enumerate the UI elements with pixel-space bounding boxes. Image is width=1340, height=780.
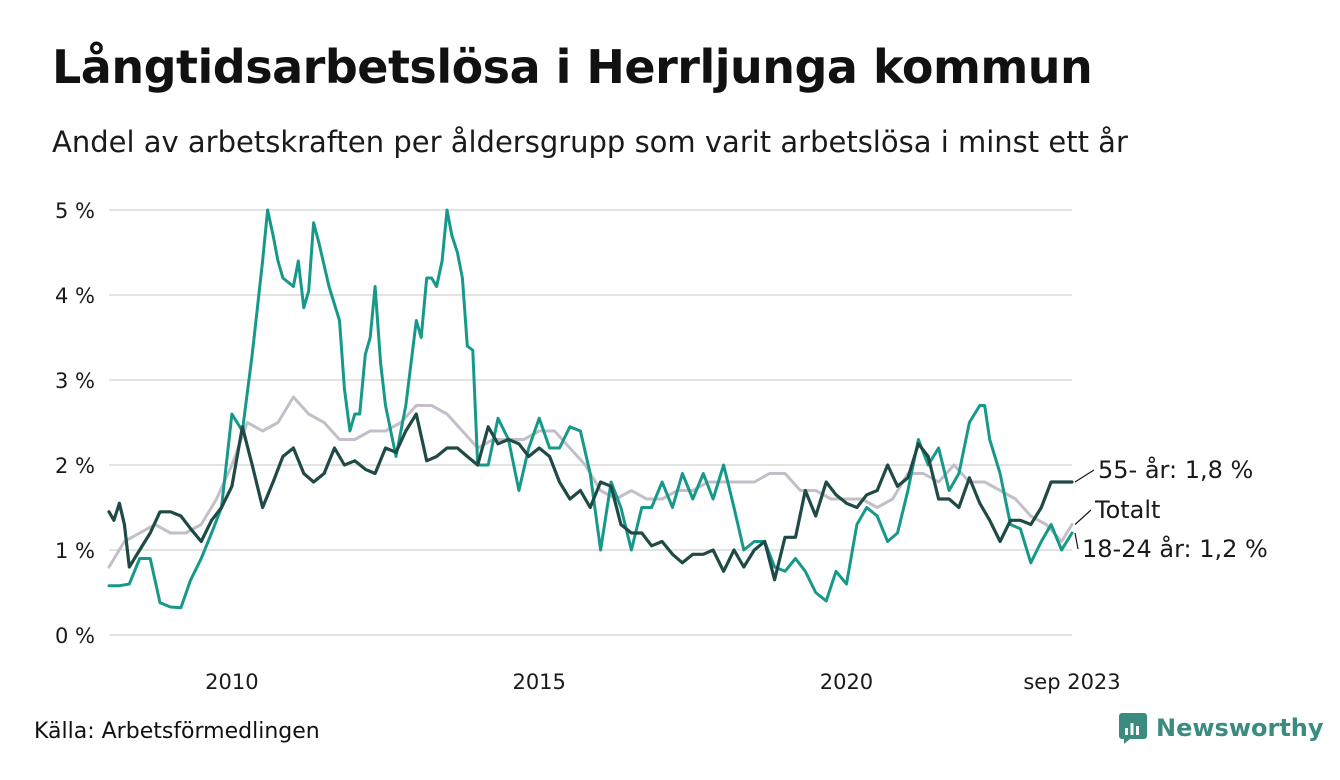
series-line-total — [107, 395, 1074, 569]
x-tick-label: 2010 — [205, 670, 258, 694]
series-line-old — [107, 412, 1074, 582]
series-lines — [107, 208, 1074, 610]
brand-name: Newsworthy — [1156, 714, 1324, 742]
grid-lines — [109, 209, 1072, 636]
label-leader-young — [1074, 532, 1079, 550]
end-label-total: Totalt — [1094, 496, 1160, 524]
y-tick-label: 4 % — [55, 284, 95, 308]
end-label-old: 55- år: 1,8 % — [1098, 455, 1253, 484]
line-chart: 0 %1 %2 %3 %4 %5 % 2010 2015 2020 sep 2023 … — [55, 199, 1268, 694]
x-axis-ticks: 2010 2015 2020 sep 2023 — [205, 670, 1120, 694]
end-label-young: 18-24 år: 1,2 % — [1082, 534, 1268, 563]
y-axis-ticks: 0 % 1 % 2 % 3 % 4 % 5 % — [55, 199, 95, 648]
x-tick-label: 2015 — [512, 670, 565, 694]
x-tick-label: sep 2023 — [1023, 670, 1120, 694]
y-tick-label: 2 % — [55, 454, 95, 478]
series-line-young — [107, 208, 1074, 610]
y-tick-label: 1 % — [55, 539, 95, 563]
page-subtitle: Andel av arbetskraften per åldersgrupp s… — [52, 125, 1128, 159]
label-leader-total — [1074, 509, 1092, 525]
page-title: Långtidsarbetslösa i Herrljunga kommun — [52, 40, 1093, 94]
end-labels: Totalt 18-24 år: 1,2 % 55- år: 1,8 % — [1074, 455, 1268, 563]
y-tick-label: 5 % — [55, 199, 95, 223]
label-leader-old — [1074, 469, 1095, 483]
newsworthy-logo-icon — [1119, 713, 1147, 744]
brand-logo[interactable]: Newsworthy — [1118, 712, 1324, 744]
source-note: Källa: Arbetsförmedlingen — [34, 719, 320, 744]
x-tick-label: 2020 — [820, 670, 873, 694]
y-tick-label: 3 % — [55, 369, 95, 393]
y-tick-label: 0 % — [55, 624, 95, 648]
